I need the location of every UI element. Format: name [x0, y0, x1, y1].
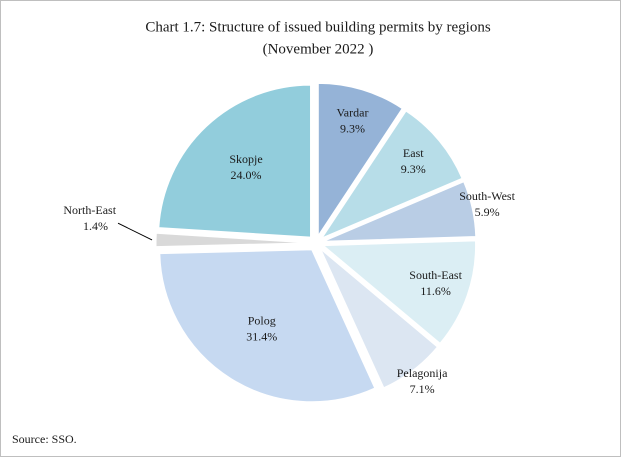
- pie-slice: [317, 82, 403, 238]
- slice-value: 31.4%: [246, 329, 277, 343]
- slice-value: 7.1%: [410, 382, 435, 396]
- chart-subtitle: (November 2022 ): [263, 41, 374, 57]
- pie-slice: [155, 232, 309, 248]
- slice-label: North-East: [63, 203, 116, 217]
- slice-label: East: [403, 146, 424, 160]
- source-note: Source: SSO.: [12, 432, 77, 446]
- pie-slice: [323, 181, 477, 242]
- slice-value: 24.0%: [231, 168, 262, 182]
- leader-line: [117, 222, 153, 241]
- slice-label: Polog: [248, 313, 276, 327]
- chart-title: Chart 1.7: Structure of issued building …: [145, 19, 491, 35]
- pie-slice: [320, 248, 439, 389]
- slice-label: Vardar: [336, 106, 368, 120]
- slice-value: 5.9%: [475, 205, 500, 219]
- pie-slice: [322, 240, 476, 344]
- slice-value: 1.4%: [83, 219, 108, 233]
- pie-slice: [320, 110, 463, 239]
- slice-value: 9.3%: [401, 162, 426, 176]
- slice-label: Skopje: [229, 152, 262, 166]
- pie-slice: [158, 84, 312, 238]
- slice-value: 9.3%: [340, 122, 365, 136]
- pie-slice: [159, 249, 376, 403]
- slice-label: South-West: [459, 189, 515, 203]
- slice-value: 11.6%: [420, 284, 451, 298]
- slice-label: South-East: [409, 268, 462, 282]
- slice-label: Pelagonija: [397, 366, 448, 380]
